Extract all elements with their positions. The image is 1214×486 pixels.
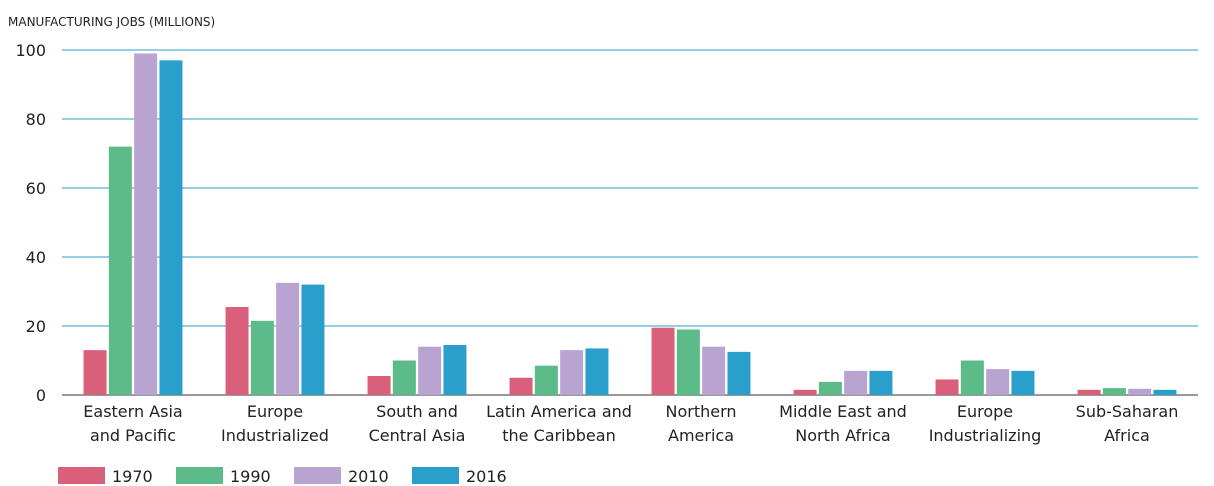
x-tick-label: Middle East and North Africa: [779, 402, 907, 445]
legend-label: 2010: [348, 467, 389, 486]
bar: [818, 381, 842, 395]
y-tick-label: 40: [26, 248, 46, 267]
x-tick-label: Europe Industrialized: [221, 402, 329, 445]
y-tick-label: 20: [26, 317, 46, 336]
x-tick-label: Latin America and the Caribbean: [486, 402, 632, 445]
bar: [225, 307, 249, 395]
bar: [702, 346, 726, 395]
y-tick-label: 60: [26, 179, 46, 198]
legend-swatch: [58, 467, 105, 484]
x-tick-label: Europe Industrializing: [929, 402, 1042, 445]
legend-swatch: [294, 467, 341, 484]
bar: [560, 350, 584, 395]
bar: [392, 360, 416, 395]
bar: [301, 284, 325, 395]
bar: [443, 344, 467, 395]
x-tick-label: Sub-Saharan Africa: [1076, 402, 1179, 445]
bar: [1011, 370, 1035, 395]
bar: [727, 351, 751, 395]
bar: [793, 389, 817, 395]
bar: [935, 379, 959, 395]
legend-label: 2016: [466, 467, 507, 486]
bar: [651, 327, 675, 395]
x-tick-label: Northern America: [665, 402, 736, 445]
legend-swatch: [412, 467, 459, 484]
x-tick-label: South and Central Asia: [369, 402, 466, 445]
bar: [534, 365, 558, 395]
bar: [134, 53, 158, 395]
bar: [83, 350, 107, 395]
legend-swatch: [176, 467, 223, 484]
bar: [844, 370, 868, 395]
y-tick-label: 80: [26, 110, 46, 129]
y-tick-label: 0: [36, 386, 46, 405]
bar: [367, 376, 391, 395]
bar: [276, 282, 300, 395]
y-tick-label: 100: [15, 41, 46, 60]
bar: [418, 346, 442, 395]
bar: [676, 329, 700, 395]
bar: [1128, 388, 1152, 395]
bar: [960, 360, 984, 395]
x-tick-label: Eastern Asia and Pacific: [83, 402, 182, 445]
bar: [869, 370, 893, 395]
legend-label: 1970: [112, 467, 153, 486]
bar: [1102, 388, 1126, 395]
bar: [250, 320, 274, 395]
bar: [986, 369, 1010, 395]
chart-title: MANUFACTURING JOBS (MILLIONS): [8, 15, 215, 29]
bar: [585, 348, 609, 395]
bar: [509, 377, 533, 395]
legend-label: 1990: [230, 467, 271, 486]
bar: [1077, 389, 1101, 395]
bar: [108, 146, 132, 395]
bar: [1153, 389, 1177, 395]
bar: [159, 60, 183, 395]
